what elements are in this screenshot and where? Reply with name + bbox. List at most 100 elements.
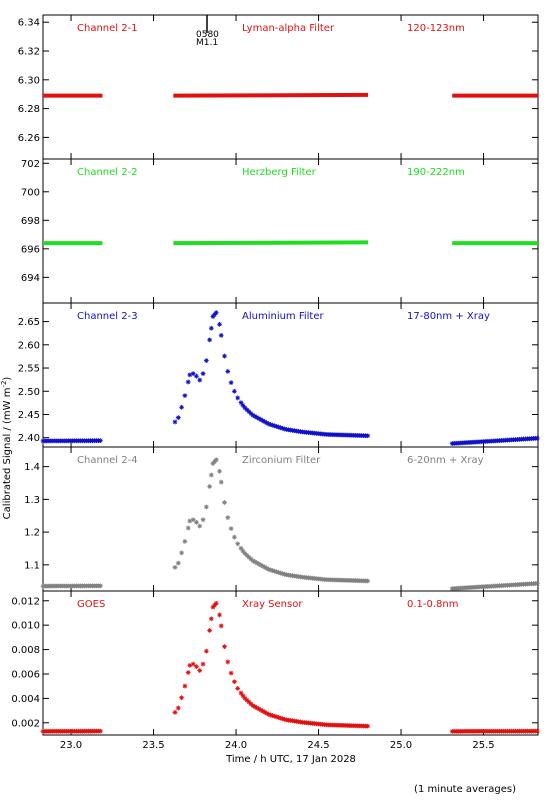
- band-label: 0.1-0.8nm: [407, 599, 459, 610]
- data-point: [212, 602, 217, 608]
- data-point: [256, 706, 262, 712]
- data-point: [365, 723, 371, 729]
- y-tick-label: 1.3: [24, 495, 40, 506]
- channel-label: Channel 2-4: [77, 455, 138, 466]
- data-point: [258, 417, 264, 422]
- filter-label: Lyman-alpha Filter: [242, 23, 335, 34]
- data-point: [203, 648, 209, 654]
- y-tick-label: 0.006: [11, 669, 40, 680]
- data-series: [40, 310, 540, 446]
- y-tick-label: 702: [21, 159, 40, 170]
- data-point: [282, 571, 287, 577]
- y-tick-label: 0.008: [11, 645, 40, 656]
- data-point: [98, 583, 103, 589]
- data-point: [179, 404, 184, 410]
- y-tick-label: 2.45: [18, 410, 40, 421]
- data-point: [190, 371, 196, 376]
- data-point: [218, 623, 224, 629]
- y-tick-label: 6.34: [18, 18, 40, 29]
- data-point: [225, 515, 231, 520]
- data-point: [208, 472, 214, 478]
- filter-label: Zirconium Filter: [242, 455, 321, 466]
- data-point: [207, 484, 213, 489]
- data-series: [40, 600, 540, 734]
- x-tick-label: 24.5: [307, 740, 329, 751]
- data-point: [248, 556, 254, 562]
- data-point: [208, 616, 214, 622]
- data-point: [260, 563, 266, 569]
- data-segment: [173, 240, 369, 246]
- data-point: [242, 551, 248, 556]
- data-point: [222, 353, 227, 359]
- data-point: [282, 426, 287, 432]
- channel-label: GOES: [77, 599, 105, 610]
- channel-label: Channel 2-2: [77, 167, 138, 178]
- data-point: [276, 424, 282, 430]
- data-point: [190, 661, 196, 667]
- y-tick-label: 700: [21, 187, 40, 198]
- data-point: [225, 369, 231, 374]
- y-tick-label: 6.26: [18, 133, 40, 144]
- data-point: [254, 415, 260, 420]
- data-point: [194, 519, 199, 525]
- data-point: [238, 400, 244, 405]
- data-point: [240, 548, 246, 554]
- data-point: [182, 683, 188, 689]
- y-tick-label: 6.30: [18, 75, 40, 86]
- plot-frame: [42, 158, 539, 304]
- data-point: [248, 411, 254, 416]
- data-point: [197, 668, 203, 673]
- data-point: [240, 402, 246, 408]
- data-point: [250, 558, 256, 564]
- data-point: [228, 526, 234, 532]
- data-point: [246, 699, 252, 705]
- y-tick-label: 6.28: [18, 104, 40, 115]
- data-point: [534, 435, 540, 441]
- x-tick-label: 25.0: [390, 740, 412, 751]
- data-point: [179, 695, 184, 701]
- data-point: [218, 479, 224, 485]
- data-point: [187, 662, 193, 668]
- data-point: [217, 468, 222, 474]
- data-point: [232, 388, 237, 394]
- data-point: [98, 728, 103, 734]
- data-point: [208, 325, 214, 331]
- data-point: [203, 358, 209, 364]
- data-point: [242, 405, 248, 411]
- plot-frame: [42, 302, 539, 448]
- y-tick-label: 2.60: [18, 340, 40, 351]
- data-point: [197, 523, 203, 529]
- data-point: [200, 517, 206, 523]
- y-tick-label: 1.4: [24, 462, 40, 473]
- data-point: [270, 713, 276, 719]
- data-point: [262, 564, 268, 570]
- data-point: [203, 504, 209, 510]
- data-point: [266, 566, 272, 572]
- event-marker: 0580 M1.1: [196, 15, 219, 48]
- data-point: [190, 517, 196, 523]
- data-point: [212, 312, 217, 318]
- event-label-class: M1.1: [196, 38, 218, 48]
- data-point: [228, 670, 234, 676]
- data-point: [210, 314, 216, 319]
- data-point: [213, 457, 219, 463]
- y-tick-label: 0.004: [11, 694, 40, 705]
- y-tick-label: 2.40: [18, 433, 40, 444]
- channel-label: Channel 2-3: [77, 311, 138, 322]
- data-point: [248, 701, 254, 707]
- data-point: [200, 371, 206, 376]
- data-point: [194, 664, 199, 670]
- y-axis-label-tail: ): [2, 377, 13, 381]
- data-point: [534, 728, 540, 734]
- panel-1: 6.26 6.28 6.30 6.32 6.34 Channel 2-1 Lyman-alp…: [18, 14, 539, 160]
- data-point: [210, 604, 216, 610]
- data-point: [232, 534, 237, 540]
- data-point: [228, 380, 234, 386]
- data-point: [266, 421, 272, 427]
- data-point: [254, 560, 260, 566]
- data-point: [207, 628, 213, 633]
- y-tick-label: 0.010: [11, 621, 40, 632]
- band-label: 6-20nm + Xray: [407, 455, 484, 466]
- data-point: [262, 419, 268, 425]
